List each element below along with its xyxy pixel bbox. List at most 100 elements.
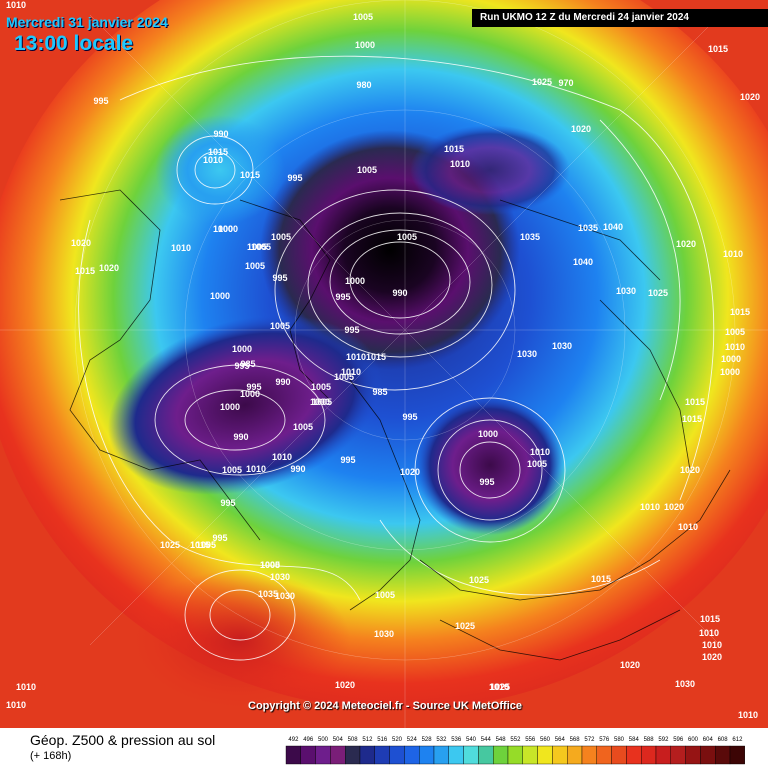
- pressure-label: 1015: [190, 540, 210, 550]
- pressure-label: 990: [275, 377, 290, 387]
- pressure-label: 1005: [527, 459, 547, 469]
- pressure-label: 1010: [723, 249, 743, 259]
- pressure-label: 995: [344, 325, 359, 335]
- legend-swatch: [685, 745, 701, 765]
- legend-label: 576: [599, 737, 610, 743]
- pressure-label: 1010: [702, 640, 722, 650]
- pressure-label: 990: [290, 464, 305, 474]
- legend-label: 544: [481, 737, 492, 743]
- legend-swatch: [330, 745, 346, 765]
- legend-label: 592: [658, 737, 669, 743]
- pressure-label: 1020: [335, 680, 355, 690]
- trough-siberia: [410, 125, 570, 215]
- pressure-label: 1020: [702, 652, 722, 662]
- pressure-label: 1010: [171, 243, 191, 253]
- legend-label: 516: [377, 737, 388, 743]
- pressure-label: 995: [479, 477, 494, 487]
- pressure-label: 1000: [210, 291, 230, 301]
- forecast-date: Mercredi 31 janvier 2024: [6, 14, 168, 30]
- pressure-label: 1035: [578, 223, 598, 233]
- legend-swatch: [537, 745, 553, 765]
- legend-label: 536: [451, 737, 462, 743]
- pressure-label: 1020: [400, 467, 420, 477]
- copyright-text: Copyright © 2024 Meteociel.fr - Source U…: [248, 700, 522, 712]
- legend-label: 528: [422, 737, 433, 743]
- pressure-label: 990: [213, 129, 228, 139]
- legend-label: 560: [540, 737, 551, 743]
- legend-swatch: [345, 745, 361, 765]
- pressure-label: 1010: [678, 522, 698, 532]
- pressure-label: 1025: [455, 621, 475, 631]
- pressure-label: 1000: [720, 367, 740, 377]
- pressure-label: 1000: [213, 224, 233, 234]
- legend-label: 508: [348, 737, 359, 743]
- legend-label: 568: [570, 737, 581, 743]
- pressure-label: 1025: [532, 77, 552, 87]
- pressure-label: 1010: [640, 502, 660, 512]
- pressure-label: 1030: [275, 591, 295, 601]
- legend-label: 580: [614, 737, 625, 743]
- color-scale: 492 496 500 504 508 512 516 520 524 528 532 536 540 5…: [285, 737, 746, 765]
- pressure-label: 1015: [444, 144, 464, 154]
- pressure-label: 995: [212, 533, 227, 543]
- pressure-label: 1015: [208, 147, 228, 157]
- graticule: [0, 0, 768, 728]
- pressure-label: 1025: [160, 540, 180, 550]
- pressure-label: 1015: [591, 574, 611, 584]
- legend-swatch: [729, 745, 746, 765]
- pressure-label: 1030: [517, 349, 537, 359]
- legend-label: 572: [584, 737, 595, 743]
- pressure-label: 1005: [222, 465, 242, 475]
- pressure-label: 1005: [260, 560, 280, 570]
- pressure-label: 1000: [310, 397, 330, 407]
- forecast-time: 13:00 locale: [14, 32, 134, 55]
- legend-label: 608: [718, 737, 729, 743]
- pressure-label: 1005: [375, 590, 395, 600]
- pressure-label: 1010: [341, 367, 361, 377]
- legend-swatch: [507, 745, 524, 765]
- legend-label: 584: [629, 737, 640, 743]
- pressure-label: 1015: [700, 614, 720, 624]
- pressure-label: 1015: [75, 266, 95, 276]
- pressure-label: 1000: [218, 224, 238, 234]
- legend-swatch: [611, 745, 627, 765]
- legend-label: 556: [525, 737, 536, 743]
- pressure-label: 1010: [6, 700, 26, 710]
- chart-title: Géop. Z500 & pression au sol: [30, 732, 216, 748]
- legend-swatch: [492, 745, 509, 765]
- pressure-label: 995: [93, 96, 108, 106]
- legend-label: 524: [407, 737, 418, 743]
- pressure-label: 1005: [271, 232, 291, 242]
- pressure-label: 990: [233, 432, 248, 442]
- pressure-label: 1005: [293, 422, 313, 432]
- pressure-label: 995: [234, 361, 249, 371]
- pressure-label: 1010: [272, 452, 292, 462]
- trough-canada: [107, 315, 383, 495]
- legend-label: 492: [288, 737, 299, 743]
- pressure-label: 1005: [353, 12, 373, 22]
- pressure-label: 1020: [71, 238, 91, 248]
- run-info: Run UKMO 12 Z du Mercredi 24 janvier 202…: [472, 9, 768, 27]
- legend-swatch: [478, 745, 494, 765]
- pressure-label: 1010: [530, 447, 550, 457]
- legend-swatch: [433, 745, 450, 765]
- pressure-label: 1015: [685, 397, 705, 407]
- legend-swatch: [300, 745, 316, 765]
- pressure-label: 1020: [99, 263, 119, 273]
- legend-swatch: [315, 745, 331, 765]
- pressure-label: 1040: [603, 222, 623, 232]
- pressure-label: 995: [272, 273, 287, 283]
- legend-swatch: [463, 745, 479, 765]
- pressure-label: 1025: [469, 575, 489, 585]
- pressure-label: 1030: [270, 572, 290, 582]
- pressure-label: 995: [335, 292, 350, 302]
- pressure-label: 1005: [357, 165, 377, 175]
- legend-swatch: [626, 745, 642, 765]
- pressure-label: 1005: [397, 232, 417, 242]
- legend-label: 548: [496, 737, 507, 743]
- pressure-label: 1010: [699, 628, 719, 638]
- pressure-label: 995: [287, 173, 302, 183]
- legend-swatch: [581, 745, 598, 765]
- legend-label: 564: [555, 737, 566, 743]
- pressure-label: 1010: [450, 159, 470, 169]
